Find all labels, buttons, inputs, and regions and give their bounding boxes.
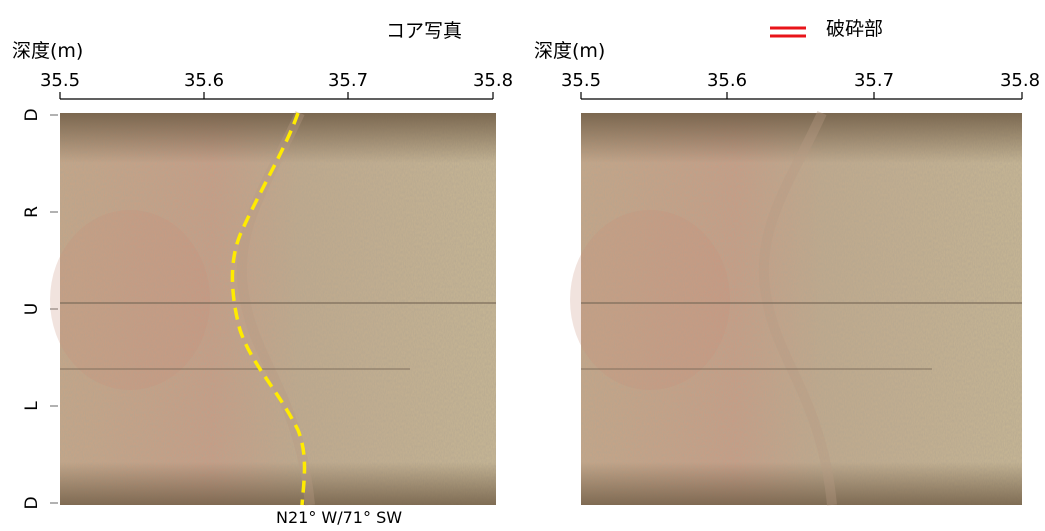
left-core-photo [50, 110, 496, 506]
orientation-label-top: D [22, 108, 42, 122]
left-depth-axis-title: 深度(m) [12, 40, 84, 62]
left-orientation-axis [50, 114, 58, 504]
legend-label: 破砕部 [826, 18, 884, 40]
left-depth-axis [59, 92, 494, 100]
legend-fracture-zone-swatch [770, 26, 806, 38]
right-depth-axis-title: 深度(m) [534, 40, 606, 62]
orientation-label: R [22, 206, 42, 218]
right-tick-label: 35.5 [560, 70, 602, 91]
core-photo-title: コア写真 [386, 20, 463, 42]
orientation-label: U [22, 302, 42, 316]
right-tick-label: 35.7 [853, 70, 895, 91]
right-core-photo [570, 110, 1022, 506]
fracture-trace-line [230, 112, 307, 506]
fracture-orientation-note: N21° W/71° SW [276, 508, 403, 527]
right-tick-label: 35.8 [999, 70, 1041, 91]
right-tick-label: 35.6 [706, 70, 748, 91]
left-tick-label: 35.8 [472, 70, 514, 91]
orientation-label: L [22, 401, 42, 411]
left-tick-label: 35.5 [39, 70, 81, 91]
left-tick-label: 35.6 [183, 70, 225, 91]
left-tick-label: 35.7 [327, 70, 369, 91]
orientation-label-bottom: D [22, 496, 42, 510]
right-depth-axis [580, 92, 1023, 100]
